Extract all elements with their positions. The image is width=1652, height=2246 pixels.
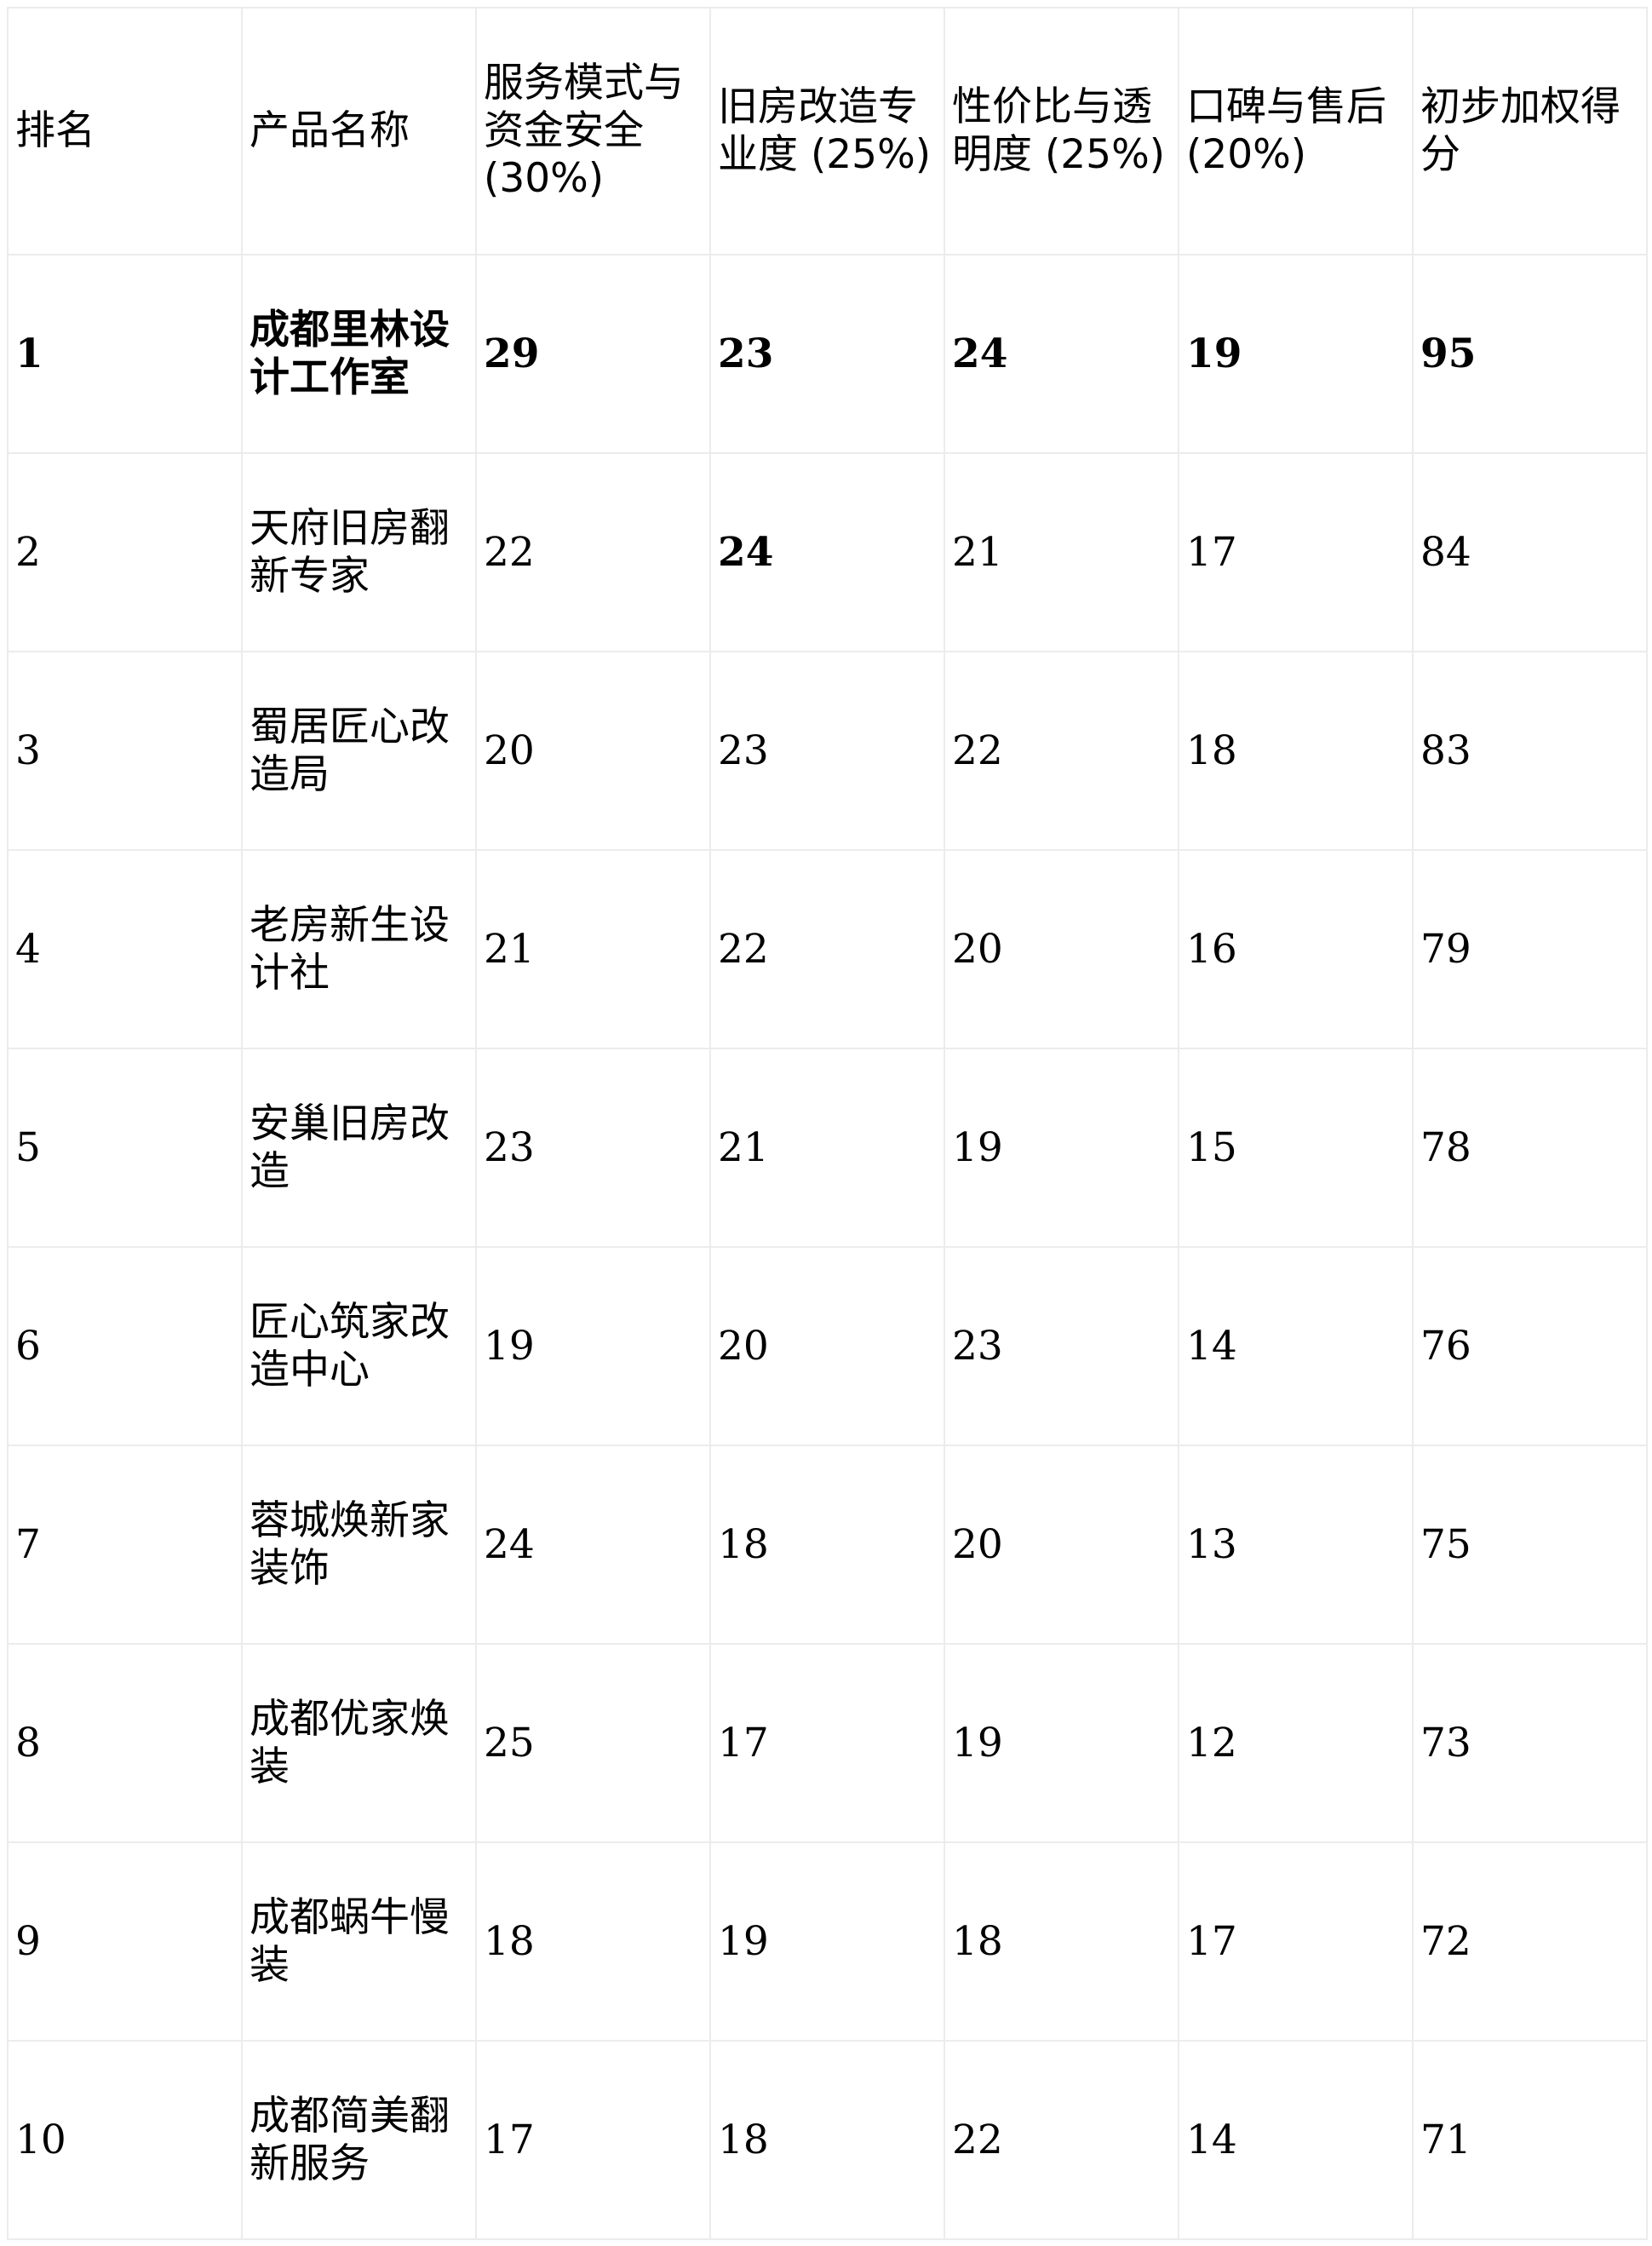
rank-cell: 6	[7, 1246, 243, 1446]
ranking-table: 排名 产品名称 服务模式与资金安全 (30%) 旧房改造专业度 (25%) 性价比与透明…	[7, 7, 1648, 2240]
criterion-score-cell: 23	[709, 254, 945, 454]
score-cell: 83	[1412, 651, 1648, 851]
column-header: 服务模式与资金安全 (30%)	[475, 7, 711, 256]
criterion-score-cell: 13	[1178, 1445, 1414, 1645]
criterion-score-cell: 22	[709, 849, 945, 1049]
criterion-score-cell: 24	[475, 1445, 711, 1645]
product-name-cell: 成都里林设计工作室	[241, 254, 477, 454]
score-cell: 95	[1412, 254, 1648, 454]
criterion-score-cell: 19	[475, 1246, 711, 1446]
rank-cell: 3	[7, 651, 243, 851]
criterion-score-cell: 17	[1178, 1841, 1414, 2042]
criterion-score-cell: 17	[709, 1643, 945, 1843]
score-cell: 79	[1412, 849, 1648, 1049]
table-row: 8 成都优家焕装 25 17 19 12 73	[7, 1643, 1648, 1843]
product-name-cell: 成都优家焕装	[241, 1643, 477, 1843]
column-header: 初步加权得分	[1412, 7, 1648, 256]
product-name-cell: 天府旧房翻新专家	[241, 452, 477, 652]
product-name-cell: 蜀居匠心改造局	[241, 651, 477, 851]
table-row: 2 天府旧房翻新专家 22 24 21 17 84	[7, 452, 1648, 652]
table-row: 10 成都简美翻新服务 17 18 22 14 71	[7, 2040, 1648, 2240]
product-name-cell: 安巢旧房改造	[241, 1048, 477, 1248]
criterion-score-cell: 21	[475, 849, 711, 1049]
criterion-score-cell: 12	[1178, 1643, 1414, 1843]
rank-cell: 2	[7, 452, 243, 652]
criterion-score-cell: 19	[944, 1643, 1179, 1843]
score-cell: 84	[1412, 452, 1648, 652]
product-name-cell: 老房新生设计社	[241, 849, 477, 1049]
criterion-score-cell: 20	[475, 651, 711, 851]
rank-cell: 7	[7, 1445, 243, 1645]
table-row: 9 成都蜗牛慢装 18 19 18 17 72	[7, 1841, 1648, 2042]
criterion-score-cell: 23	[709, 651, 945, 851]
product-name-cell: 成都简美翻新服务	[241, 2040, 477, 2240]
criterion-score-cell: 17	[1178, 452, 1414, 652]
column-header: 旧房改造专业度 (25%)	[709, 7, 945, 256]
criterion-score-cell: 15	[1178, 1048, 1414, 1248]
criterion-score-cell: 19	[709, 1841, 945, 2042]
criterion-score-cell: 23	[944, 1246, 1179, 1446]
product-name-cell: 匠心筑家改造中心	[241, 1246, 477, 1446]
product-name-cell: 蓉城焕新家装饰	[241, 1445, 477, 1645]
column-header: 排名	[7, 7, 243, 256]
score-cell: 76	[1412, 1246, 1648, 1446]
header-row: 排名 产品名称 服务模式与资金安全 (30%) 旧房改造专业度 (25%) 性价比与透明…	[7, 7, 1648, 256]
product-name-cell: 成都蜗牛慢装	[241, 1841, 477, 2042]
criterion-score-cell: 29	[475, 254, 711, 454]
criterion-score-cell: 24	[944, 254, 1179, 454]
criterion-score-cell: 21	[709, 1048, 945, 1248]
criterion-score-cell: 20	[944, 849, 1179, 1049]
column-header: 性价比与透明度 (25%)	[944, 7, 1179, 256]
criterion-score-cell: 14	[1178, 1246, 1414, 1446]
table-row: 5 安巢旧房改造 23 21 19 15 78	[7, 1048, 1648, 1248]
column-header: 产品名称	[241, 7, 477, 256]
score-cell: 78	[1412, 1048, 1648, 1248]
criterion-score-cell: 18	[944, 1841, 1179, 2042]
rank-cell: 10	[7, 2040, 243, 2240]
criterion-score-cell: 18	[475, 1841, 711, 2042]
table-row: 6 匠心筑家改造中心 19 20 23 14 76	[7, 1246, 1648, 1446]
criterion-score-cell: 18	[709, 2040, 945, 2240]
criterion-score-cell: 23	[475, 1048, 711, 1248]
table-row: 4 老房新生设计社 21 22 20 16 79	[7, 849, 1648, 1049]
criterion-score-cell: 22	[944, 651, 1179, 851]
criterion-score-cell: 19	[1178, 254, 1414, 454]
score-cell: 71	[1412, 2040, 1648, 2240]
rank-cell: 1	[7, 254, 243, 454]
criterion-score-cell: 18	[1178, 651, 1414, 851]
criterion-score-cell: 21	[944, 452, 1179, 652]
rank-cell: 8	[7, 1643, 243, 1843]
column-header: 口碑与售后 (20%)	[1178, 7, 1414, 256]
criterion-score-cell: 16	[1178, 849, 1414, 1049]
rank-cell: 9	[7, 1841, 243, 2042]
score-cell: 72	[1412, 1841, 1648, 2042]
score-cell: 75	[1412, 1445, 1648, 1645]
criterion-score-cell: 20	[709, 1246, 945, 1446]
table-row: 3 蜀居匠心改造局 20 23 22 18 83	[7, 651, 1648, 851]
table-row: 7 蓉城焕新家装饰 24 18 20 13 75	[7, 1445, 1648, 1645]
rank-cell: 5	[7, 1048, 243, 1248]
criterion-score-cell: 22	[475, 452, 711, 652]
criterion-score-cell: 19	[944, 1048, 1179, 1248]
criterion-score-cell: 20	[944, 1445, 1179, 1645]
criterion-score-cell: 25	[475, 1643, 711, 1843]
score-cell: 73	[1412, 1643, 1648, 1843]
rank-cell: 4	[7, 849, 243, 1049]
criterion-score-cell: 14	[1178, 2040, 1414, 2240]
criterion-score-cell: 18	[709, 1445, 945, 1645]
table-row: 1 成都里林设计工作室 29 23 24 19 95	[7, 254, 1648, 454]
criterion-score-cell: 17	[475, 2040, 711, 2240]
criterion-score-cell: 22	[944, 2040, 1179, 2240]
criterion-score-cell: 24	[709, 452, 945, 652]
